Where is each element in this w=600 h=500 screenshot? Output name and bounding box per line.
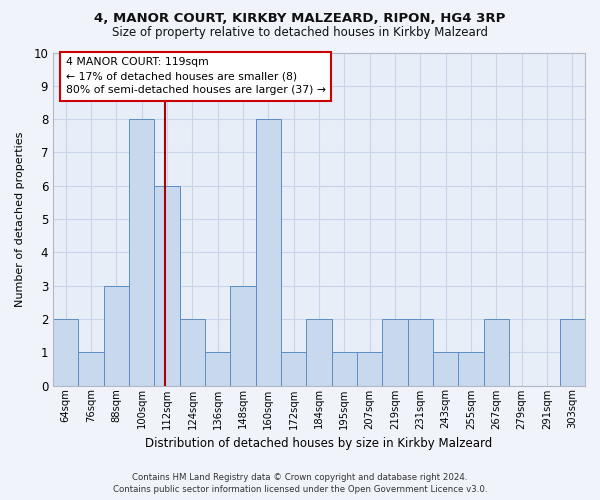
- Y-axis label: Number of detached properties: Number of detached properties: [15, 132, 25, 306]
- Bar: [357, 352, 382, 386]
- Bar: [180, 319, 205, 386]
- Bar: [154, 186, 180, 386]
- Bar: [484, 319, 509, 386]
- Text: Contains HM Land Registry data © Crown copyright and database right 2024.
Contai: Contains HM Land Registry data © Crown c…: [113, 472, 487, 494]
- Bar: [129, 119, 154, 386]
- Bar: [382, 319, 407, 386]
- Bar: [307, 319, 332, 386]
- Bar: [205, 352, 230, 386]
- Bar: [230, 286, 256, 386]
- Bar: [560, 319, 585, 386]
- Bar: [458, 352, 484, 386]
- Bar: [332, 352, 357, 386]
- Text: 4, MANOR COURT, KIRKBY MALZEARD, RIPON, HG4 3RP: 4, MANOR COURT, KIRKBY MALZEARD, RIPON, …: [94, 12, 506, 26]
- X-axis label: Distribution of detached houses by size in Kirkby Malzeard: Distribution of detached houses by size …: [145, 437, 493, 450]
- Text: Size of property relative to detached houses in Kirkby Malzeard: Size of property relative to detached ho…: [112, 26, 488, 39]
- Bar: [407, 319, 433, 386]
- Bar: [79, 352, 104, 386]
- Bar: [104, 286, 129, 386]
- Bar: [281, 352, 307, 386]
- Bar: [53, 319, 79, 386]
- Text: 4 MANOR COURT: 119sqm
← 17% of detached houses are smaller (8)
80% of semi-detac: 4 MANOR COURT: 119sqm ← 17% of detached …: [66, 58, 326, 96]
- Bar: [433, 352, 458, 386]
- Bar: [256, 119, 281, 386]
